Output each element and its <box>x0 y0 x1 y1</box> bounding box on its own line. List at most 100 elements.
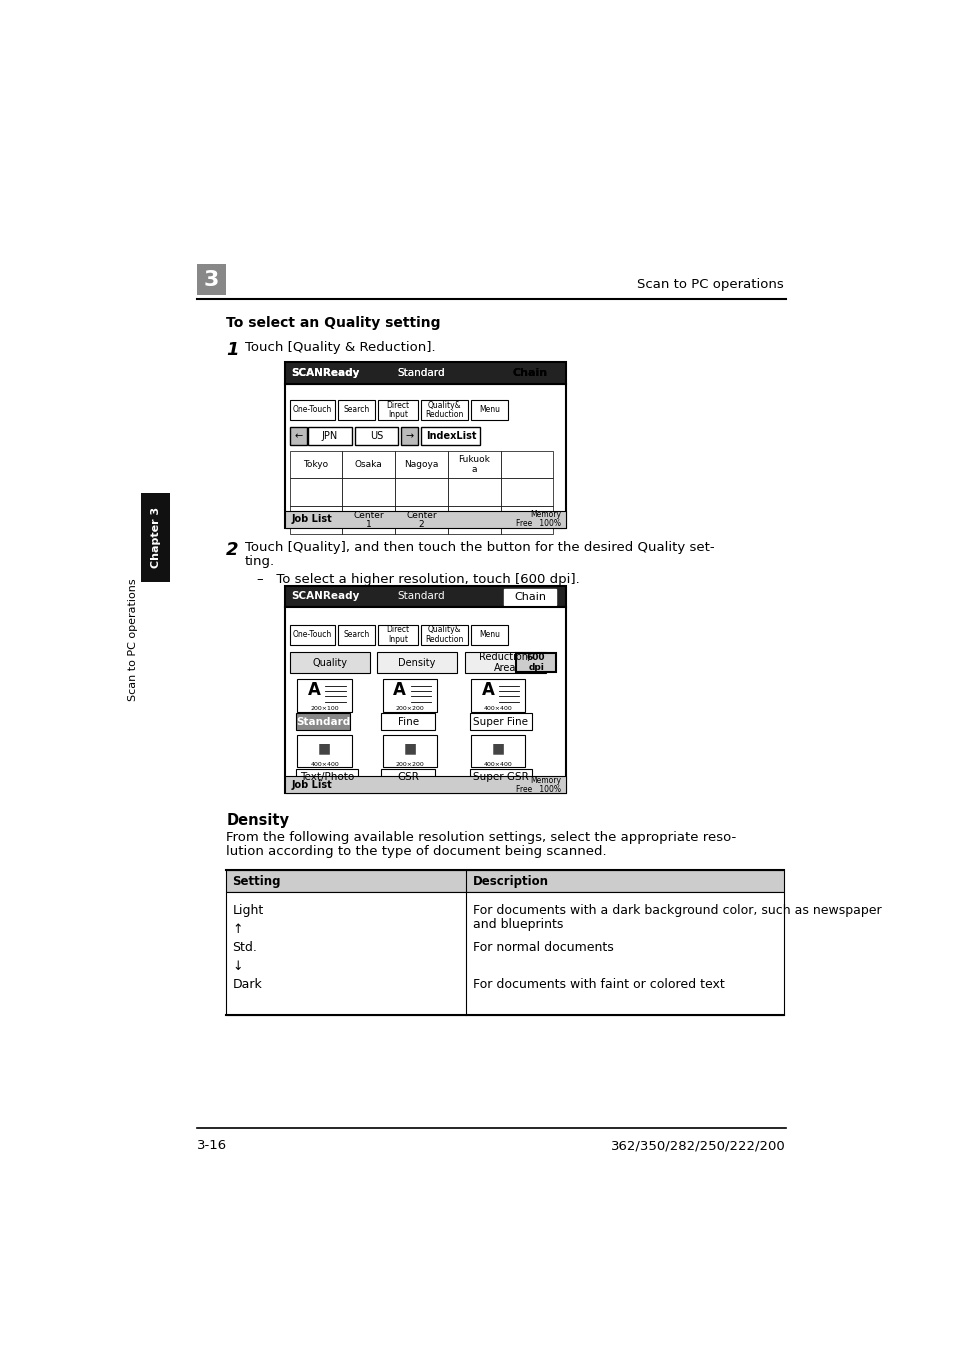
Text: Standard: Standard <box>295 717 350 726</box>
Text: Quality&
Reduction: Quality& Reduction <box>425 625 463 644</box>
Text: Quality&
Reduction: Quality& Reduction <box>425 401 463 420</box>
Bar <box>377 625 418 645</box>
Text: SCANReady: SCANReady <box>291 369 359 378</box>
Text: Density: Density <box>226 813 289 828</box>
Text: Touch [Quality & Reduction].: Touch [Quality & Reduction]. <box>245 340 435 354</box>
Text: —: — <box>291 389 302 398</box>
Bar <box>196 265 226 296</box>
Bar <box>500 451 553 478</box>
Bar <box>471 734 525 767</box>
Text: —: — <box>291 613 302 622</box>
Bar <box>516 653 556 672</box>
Bar <box>464 652 545 674</box>
Bar <box>342 506 395 533</box>
Text: Super Fine: Super Fine <box>473 717 528 726</box>
Bar <box>421 625 468 645</box>
Text: ■: ■ <box>317 741 331 756</box>
Text: Search: Search <box>343 405 369 414</box>
Text: Menu: Menu <box>478 630 499 640</box>
Bar <box>308 427 352 446</box>
Text: For documents with faint or colored text: For documents with faint or colored text <box>472 979 723 991</box>
Text: Super GSR: Super GSR <box>472 772 528 782</box>
Text: Nagoya: Nagoya <box>404 460 438 468</box>
Text: From the following available resolution settings, select the appropriate reso-: From the following available resolution … <box>226 832 736 844</box>
Bar <box>226 871 783 892</box>
Bar <box>290 427 307 446</box>
Text: Direct
Input: Direct Input <box>386 625 410 644</box>
Text: Center
2: Center 2 <box>406 510 436 529</box>
Bar <box>290 625 335 645</box>
Text: ■: ■ <box>403 741 416 756</box>
Bar <box>500 506 553 533</box>
Text: Description: Description <box>472 875 548 888</box>
Bar <box>471 679 525 711</box>
Bar <box>381 713 435 730</box>
Text: 3-16: 3-16 <box>196 1139 227 1152</box>
Bar <box>297 734 352 767</box>
Text: Setting: Setting <box>233 875 280 888</box>
Text: Menu: Menu <box>478 405 499 414</box>
Bar <box>469 768 531 786</box>
Bar <box>376 652 456 674</box>
Text: —: — <box>291 389 302 400</box>
Text: 2: 2 <box>226 541 238 559</box>
Text: Job List: Job List <box>291 780 332 790</box>
Bar <box>295 713 350 730</box>
Bar <box>337 625 375 645</box>
Bar <box>290 478 342 506</box>
Text: 400×400: 400×400 <box>483 761 512 767</box>
Bar <box>395 451 447 478</box>
Text: Tokyo: Tokyo <box>303 460 329 468</box>
Text: 400×400: 400×400 <box>483 706 512 711</box>
Text: 200×100: 200×100 <box>310 706 338 711</box>
Text: Chain: Chain <box>512 369 547 378</box>
Bar <box>342 478 395 506</box>
Bar <box>295 768 357 786</box>
Text: Dark: Dark <box>233 979 262 991</box>
Text: Fine: Fine <box>397 717 418 726</box>
Text: Osaka: Osaka <box>355 460 382 468</box>
Text: Scan to PC operations: Scan to PC operations <box>637 278 783 292</box>
Text: 200×200: 200×200 <box>395 761 424 767</box>
Text: 200×200: 200×200 <box>395 706 424 711</box>
Bar <box>342 451 395 478</box>
Bar <box>381 768 435 786</box>
Text: –   To select a higher resolution, touch [600 dpi].: – To select a higher resolution, touch [… <box>257 574 579 586</box>
Text: IndexList: IndexList <box>425 431 476 441</box>
Text: ↑: ↑ <box>233 923 243 936</box>
Text: ↓: ↓ <box>233 960 243 973</box>
Text: Standard: Standard <box>396 369 444 378</box>
Text: Standard: Standard <box>396 369 444 378</box>
Text: Center
1: Center 1 <box>354 510 384 529</box>
Text: SCANReady: SCANReady <box>291 591 359 601</box>
Text: Chain: Chain <box>512 369 547 378</box>
Text: 600
dpi: 600 dpi <box>526 653 545 672</box>
Bar <box>471 400 508 420</box>
Text: Chain: Chain <box>514 591 545 602</box>
Text: 1: 1 <box>226 340 238 359</box>
Text: GSR: GSR <box>397 772 418 782</box>
Text: JPN: JPN <box>321 431 337 441</box>
Bar <box>285 776 565 794</box>
Text: Scan to PC operations: Scan to PC operations <box>128 578 138 701</box>
Bar <box>377 400 418 420</box>
Bar <box>285 586 565 608</box>
Bar <box>226 892 783 1015</box>
Text: ting.: ting. <box>245 555 274 568</box>
Text: 3: 3 <box>204 270 219 290</box>
Text: Direct
Input: Direct Input <box>386 401 410 420</box>
Text: →: → <box>405 431 414 441</box>
Text: For documents with a dark background color, such as newspaper: For documents with a dark background col… <box>472 904 881 917</box>
Bar <box>471 625 508 645</box>
Bar <box>290 652 370 674</box>
Text: A: A <box>308 682 320 699</box>
Text: Light: Light <box>233 904 263 917</box>
Text: Fukuok
a: Fukuok a <box>457 455 490 474</box>
Bar <box>503 589 556 605</box>
Text: US: US <box>370 431 383 441</box>
Text: One-Touch: One-Touch <box>293 630 332 640</box>
Bar <box>285 608 565 794</box>
Text: Text/Photo: Text/Photo <box>299 772 354 782</box>
Text: Search: Search <box>343 630 369 640</box>
Bar <box>290 400 335 420</box>
